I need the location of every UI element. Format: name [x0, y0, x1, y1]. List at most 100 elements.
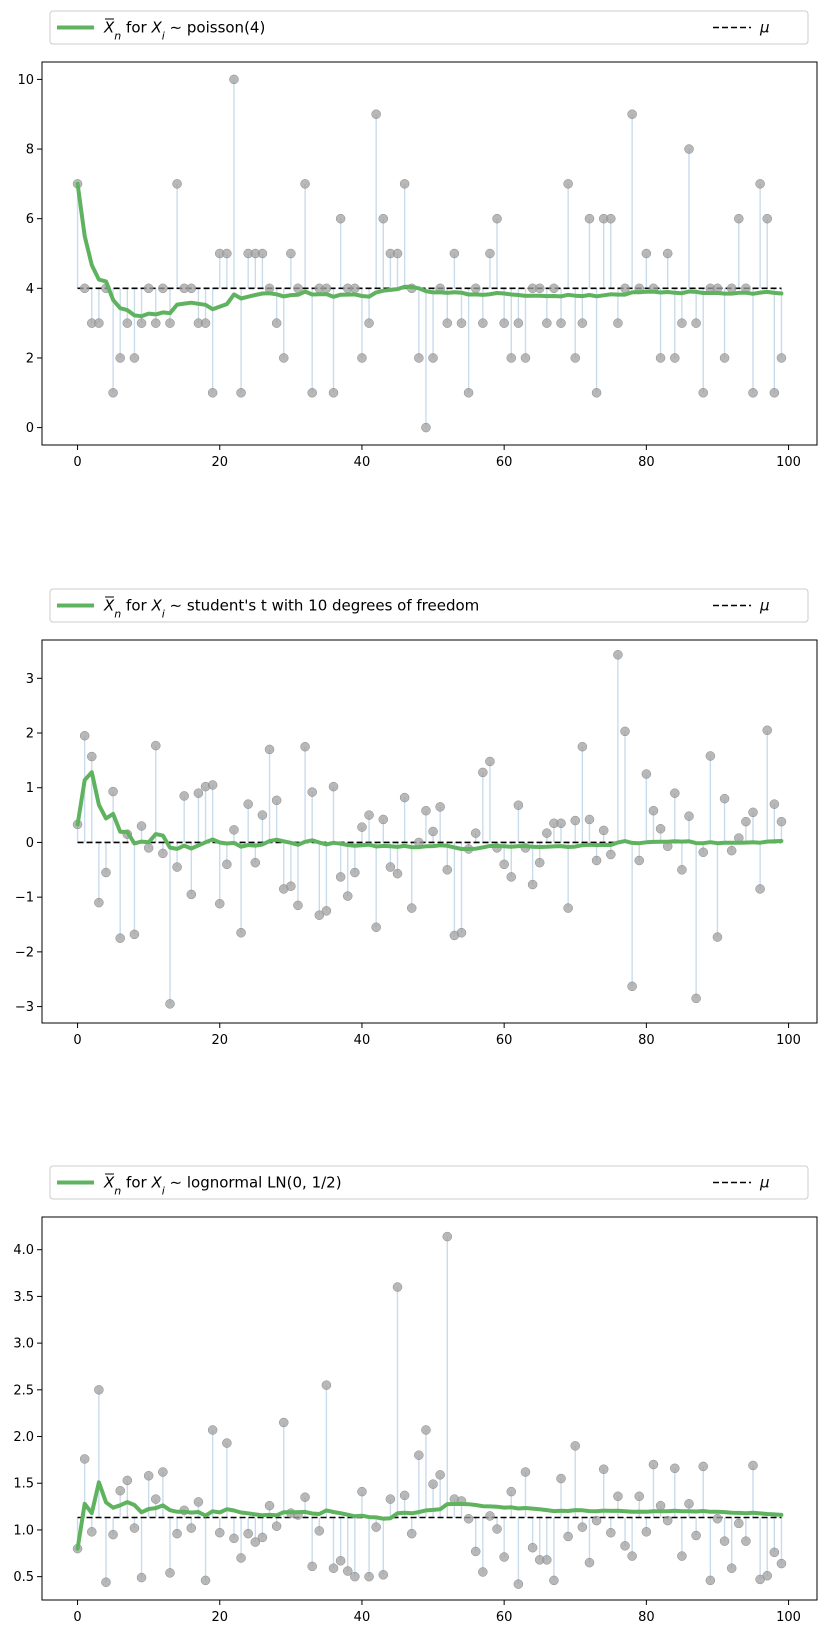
y-tick-label: 2.0: [13, 1430, 34, 1445]
sample-point: [769, 1547, 780, 1558]
sample-point: [634, 1491, 644, 1502]
sample-point: [236, 388, 246, 398]
sample-point: [172, 1528, 182, 1539]
sample-point: [648, 805, 659, 816]
running-mean-line: [75, 1480, 784, 1551]
sample-point: [421, 805, 431, 816]
sample-point: [307, 787, 317, 797]
y-tick-label: 8: [26, 143, 34, 158]
sample-point: [357, 822, 367, 832]
sample-point: [741, 1536, 751, 1546]
sample-point: [385, 1494, 396, 1504]
sample-point: [186, 889, 197, 900]
sample-point: [350, 283, 360, 294]
sample-point: [264, 744, 275, 755]
sample-point: [769, 799, 780, 809]
sample-point: [691, 318, 701, 328]
sample-point: [542, 318, 552, 328]
legend-frame: [49, 10, 809, 45]
sample-point: [591, 855, 602, 866]
sample-point: [677, 865, 687, 875]
legend-mean-subscript: n: [114, 1184, 121, 1197]
stems: [76, 79, 783, 428]
chart-student-t: Xn for Xi ∼ student's t with 10 degrees …: [15, 588, 818, 1048]
sample-point: [513, 318, 524, 328]
x-tick-label: 80: [638, 1610, 655, 1625]
y-tick-label: 1.5: [13, 1477, 34, 1492]
sample-point: [506, 872, 517, 882]
sample-point: [342, 1566, 353, 1576]
sample-point: [492, 1524, 502, 1534]
legend-for-text: for: [121, 597, 151, 615]
sample-point: [378, 814, 389, 825]
sample-point: [101, 867, 111, 878]
axes-frame: [41, 61, 818, 446]
sample-point: [520, 353, 531, 363]
sample-point: [286, 881, 296, 891]
sample-point: [506, 353, 517, 363]
sample-point: [414, 353, 424, 363]
sample-point: [307, 1561, 317, 1572]
sample-point: [399, 179, 410, 189]
sample-point: [399, 1490, 410, 1501]
sample-point: [399, 792, 410, 803]
sample-point: [712, 932, 723, 942]
legend-mean-symbol: X: [103, 1174, 115, 1192]
x-tick-label: 20: [211, 1610, 228, 1625]
x-tick-label: 60: [496, 1610, 513, 1625]
sample-point: [755, 884, 765, 894]
sample-point: [776, 816, 787, 827]
sample-point: [94, 1385, 104, 1395]
sample-point: [94, 897, 104, 908]
legend-mean-label: Xn for Xi ∼ poisson(4): [103, 19, 265, 43]
sample-point: [136, 1572, 147, 1583]
x-tick-label: 40: [354, 1610, 371, 1625]
sample-point: [293, 900, 303, 911]
sample-point: [129, 353, 140, 363]
sample-point: [478, 318, 488, 328]
sample-point: [606, 213, 616, 224]
sample-point: [278, 1417, 289, 1428]
legend-xi-subscript: i: [162, 29, 165, 42]
sample-point: [364, 810, 374, 820]
axes-frame: [41, 639, 818, 1024]
sample-point: [392, 1282, 403, 1292]
sample-point: [307, 388, 317, 398]
sample-point: [662, 1515, 673, 1526]
sample-point: [328, 388, 339, 398]
sample-point: [94, 318, 104, 328]
sample-point: [620, 1541, 630, 1551]
sample-point: [549, 283, 559, 294]
sample-point: [577, 741, 588, 752]
sample-point: [406, 1528, 417, 1539]
sample-point: [584, 213, 595, 224]
y-tick-label: 3.0: [13, 1337, 34, 1352]
y-tick-label: 2: [26, 351, 34, 366]
sample-point: [314, 1526, 325, 1536]
sample-point: [243, 799, 253, 809]
axes-frame: [41, 1216, 818, 1601]
sample-point: [478, 767, 488, 778]
y-tick-label: 3: [26, 672, 34, 687]
sample-point: [278, 353, 289, 363]
sample-point: [734, 1518, 744, 1529]
sample-point: [314, 910, 325, 920]
sample-point: [684, 811, 694, 821]
sample-point: [271, 318, 282, 328]
sample-point: [165, 999, 175, 1009]
sample-point: [726, 845, 737, 856]
sample-point: [627, 1551, 637, 1561]
x-tick-label: 40: [354, 1033, 371, 1048]
sample-point: [207, 780, 218, 790]
sample-point: [108, 388, 118, 398]
sample-point: [165, 1568, 175, 1578]
sample-point: [179, 791, 189, 801]
sample-point: [627, 981, 637, 992]
legend-mean-subscript: n: [114, 607, 121, 620]
legend-mean-label: Xn for Xi ∼ lognormal LN(0, 1/2): [103, 1174, 342, 1198]
sample-point: [655, 353, 666, 363]
sample-point: [257, 248, 268, 259]
sample-point: [350, 867, 360, 878]
sample-point: [470, 283, 481, 294]
sample-point: [335, 213, 346, 224]
